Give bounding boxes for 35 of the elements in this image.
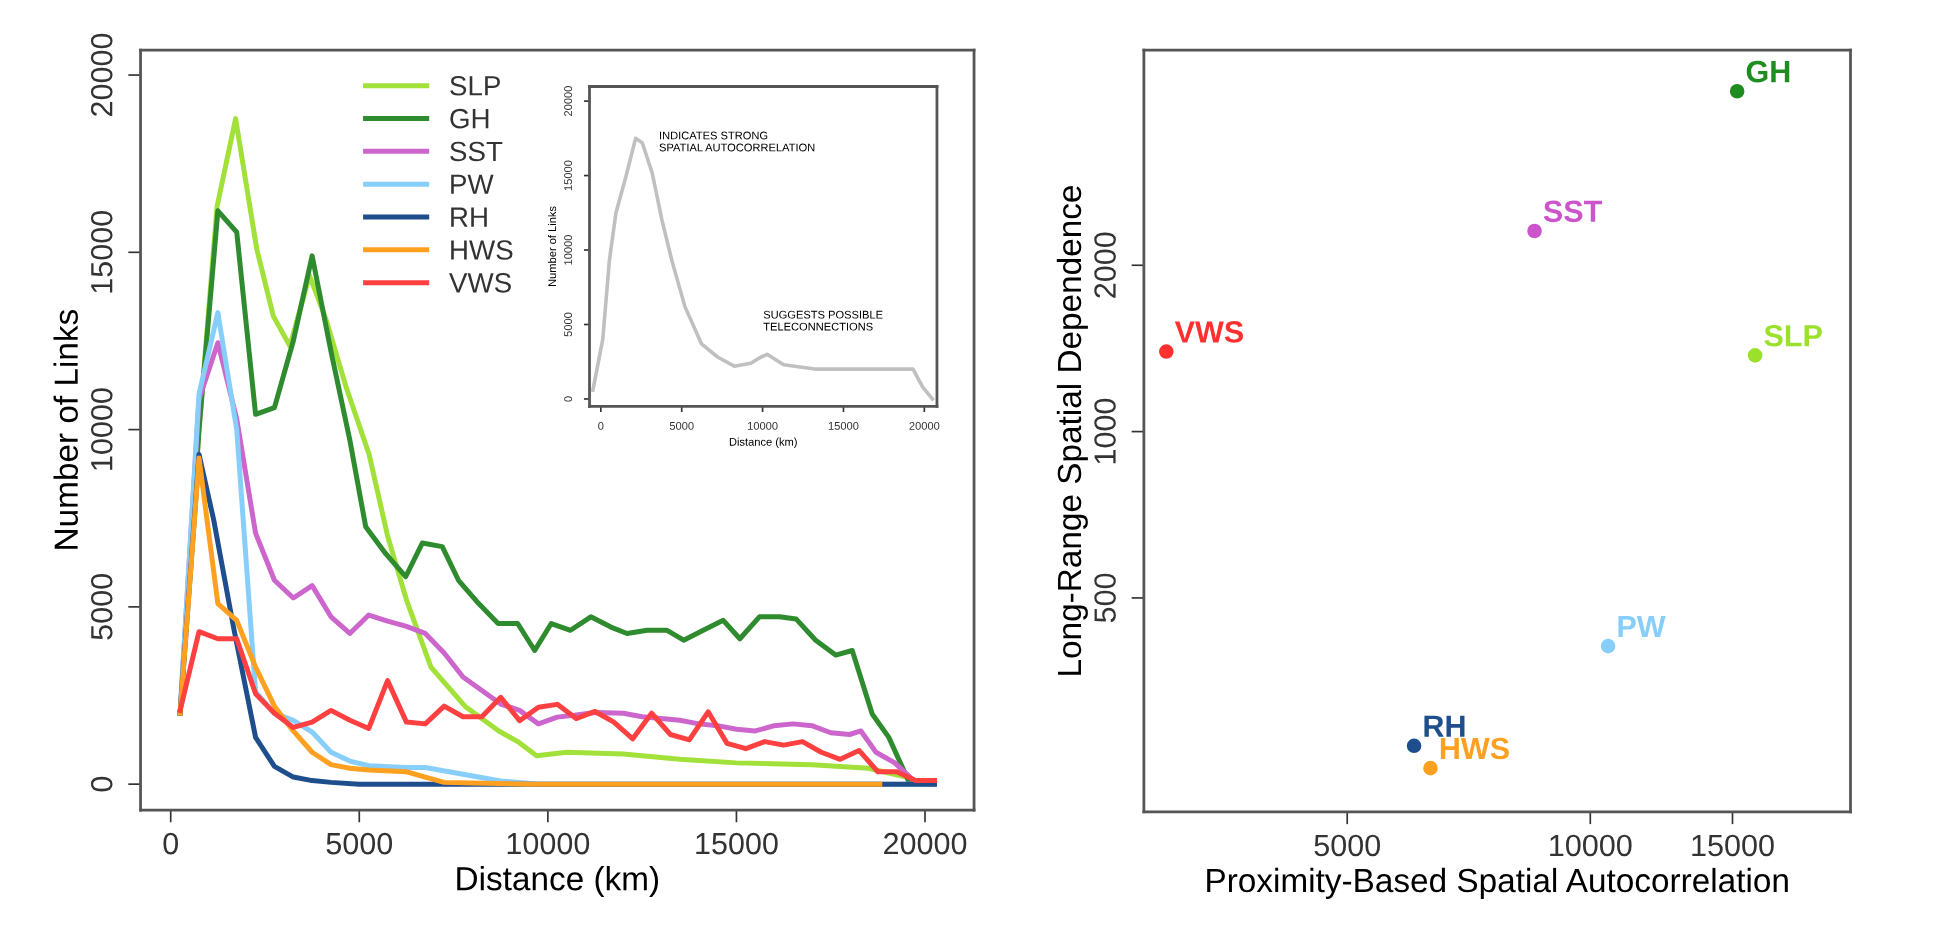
x-tick-label: 20000 [884,832,967,855]
series-label: VWS [1174,321,1244,343]
y-axis-title: Number of Links [53,309,78,549]
series-label: GH [1746,60,1790,83]
y-tick-label: 2000 [1094,232,1116,298]
y-tick-label: 15000 [90,211,113,293]
legend-label: PW [451,174,494,194]
legend-label: RH [451,207,487,227]
series-label: RH [1424,715,1465,737]
legend-label: HWS [451,240,513,260]
x-tick-label: 10000 [507,832,590,855]
y-tick-label: 5000 [90,574,113,640]
x-axis-title: Distance (km) [457,866,659,898]
y-tick-label: 500 [1094,573,1116,623]
line-series [591,136,935,401]
legend-label: GH [450,108,489,129]
line-series [177,629,937,784]
y-tick-label: 0 [90,776,113,792]
series-label: HWS [1440,737,1509,760]
legend-label: SLP [450,75,500,96]
x-tick-label: 5000 [1314,834,1381,857]
y-tick-label: 1000 [1094,398,1116,464]
series-label: PW [1618,616,1666,638]
x-tick-label: 15000 [696,832,778,855]
x-tick-label: 0 [163,832,179,855]
x-axis-title: Proximity-Based Spatial Autocorrelation [1207,867,1788,899]
legend-label: SST [450,141,503,162]
series-label: SST [1543,200,1602,223]
x-tick-label: 5000 [326,832,393,855]
x-tick-label: 10000 [1550,834,1632,857]
y-axis-title: Long-Range Spatial Dependence [1056,186,1088,675]
series-label: SLP [1764,324,1822,347]
y-tick-label: 20000 [90,33,113,116]
legend-label: VWS [449,272,511,293]
x-tick-label: 15000 [1692,834,1774,857]
